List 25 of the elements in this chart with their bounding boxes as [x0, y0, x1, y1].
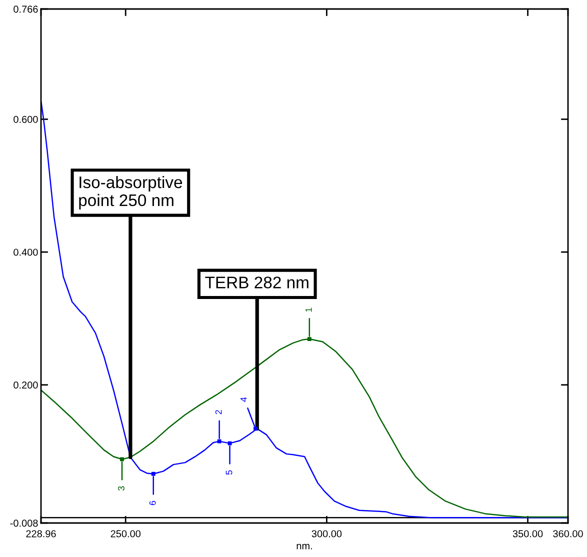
point	[307, 337, 312, 342]
y-tick-label: 0.400	[14, 248, 38, 256]
x-tick-label: 300.00	[312, 530, 342, 538]
annotation: 5	[226, 470, 232, 475]
y-tick-label: 0.200	[14, 382, 38, 389]
point	[228, 441, 232, 446]
point	[120, 457, 124, 462]
annotation: TERB 282 nm	[205, 276, 308, 288]
annotation: 2	[215, 410, 222, 414]
x-tick-label: 360.00	[553, 530, 583, 538]
annotation: 3	[118, 486, 124, 491]
point	[151, 472, 156, 476]
annotation: Iso-absorptive point 250 nm	[79, 176, 182, 210]
x-tick-label: 228.96	[26, 530, 56, 538]
annotation: 1	[306, 308, 312, 312]
x-axis-title: nm.	[296, 544, 312, 550]
y-tick-label: -0.008	[10, 520, 38, 527]
annotation: 6	[149, 500, 156, 506]
y-tick-label: 0.600	[14, 116, 38, 123]
annotation: 4	[240, 397, 247, 402]
y-tick-label: 0.766	[14, 6, 38, 13]
point	[254, 426, 258, 431]
x-tick-label: 350.00	[512, 530, 543, 538]
x-tick-label: 250.00	[110, 530, 141, 538]
point	[217, 439, 222, 444]
